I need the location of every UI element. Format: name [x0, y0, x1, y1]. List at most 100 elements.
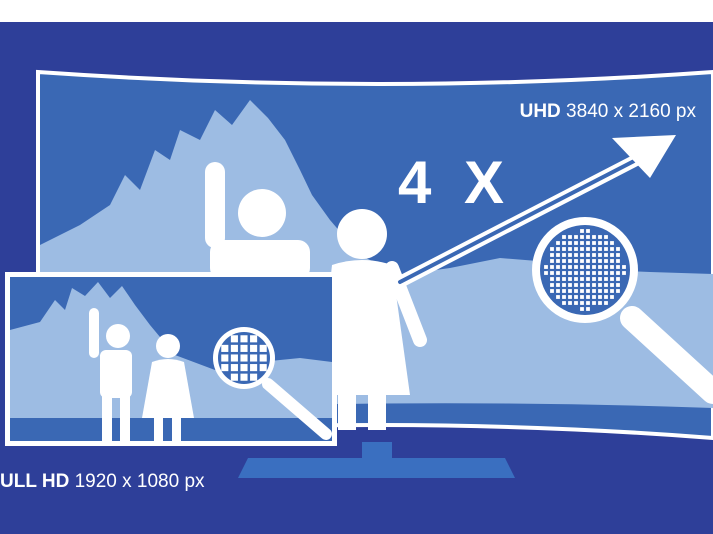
pixel-cell: [586, 277, 590, 281]
pixel-cell: [568, 301, 572, 305]
pixel-cell: [568, 265, 572, 269]
pixel-cell: [230, 354, 238, 362]
pixel-cell: [550, 289, 554, 293]
pixel-cell: [574, 253, 578, 257]
pixel-cell: [616, 259, 620, 263]
pixel-cell: [574, 295, 578, 299]
pixel-cell: [610, 241, 614, 245]
pixel-cell: [574, 235, 578, 239]
pixel-cell: [221, 344, 229, 352]
pixel-cell: [562, 277, 566, 281]
pixel-cell: [604, 277, 608, 281]
pixel-cell: [230, 373, 238, 381]
pixel-cell: [598, 289, 602, 293]
pixel-cell: [544, 265, 548, 269]
pixel-cell: [616, 247, 620, 251]
pixel-cell: [259, 364, 267, 372]
pixel-cell: [604, 235, 608, 239]
pixel-cell: [550, 283, 554, 287]
pixel-cell: [574, 289, 578, 293]
pixel-cell: [562, 235, 566, 239]
pixel-cell: [240, 373, 248, 381]
pixel-cell: [580, 265, 584, 269]
pixel-cell: [616, 289, 620, 293]
pixel-cell: [592, 289, 596, 293]
pixel-cell: [586, 295, 590, 299]
pixel-cell: [550, 271, 554, 275]
pixel-cell: [598, 247, 602, 251]
pixel-cell: [580, 241, 584, 245]
pixel-cell: [259, 344, 267, 352]
pixel-cell: [580, 277, 584, 281]
pixel-cell: [604, 259, 608, 263]
pixel-cell: [580, 283, 584, 287]
pixel-cell: [574, 301, 578, 305]
pixel-cell: [230, 364, 238, 372]
pixel-cell: [592, 247, 596, 251]
pixel-cell: [250, 364, 258, 372]
pixel-cell: [580, 295, 584, 299]
pixel-cell: [568, 235, 572, 239]
pixel-cell: [574, 277, 578, 281]
pixel-cell: [604, 265, 608, 269]
pixel-cell: [544, 271, 548, 275]
pixel-cell: [592, 259, 596, 263]
pixel-cell: [574, 241, 578, 245]
pixel-cell: [221, 364, 229, 372]
pixel-cell: [610, 259, 614, 263]
pixel-cell: [580, 235, 584, 239]
pixel-cell: [586, 247, 590, 251]
pixel-cell: [592, 301, 596, 305]
pixel-cell: [586, 241, 590, 245]
pixel-cell: [580, 259, 584, 263]
pixel-cell: [610, 295, 614, 299]
pixel-cell: [598, 265, 602, 269]
pixel-cell: [556, 289, 560, 293]
pixel-cell: [592, 235, 596, 239]
pixel-cell: [574, 247, 578, 251]
pixel-cell: [562, 247, 566, 251]
fullhd-resolution-label: ULL HD 1920 x 1080 px: [0, 471, 205, 492]
pixel-cell: [604, 283, 608, 287]
pixel-cell: [574, 271, 578, 275]
pixel-cell: [230, 335, 238, 343]
pixel-cell: [221, 354, 229, 362]
pixel-cell: [616, 277, 620, 281]
pixel-cell: [568, 259, 572, 263]
pixel-cell: [550, 247, 554, 251]
fullhd-person-icon: [89, 308, 132, 442]
pixel-cell: [586, 271, 590, 275]
pixel-cell: [259, 354, 267, 362]
pixel-cell: [240, 344, 248, 352]
pixel-cell: [598, 259, 602, 263]
pixel-cell: [250, 344, 258, 352]
pixel-cell: [592, 265, 596, 269]
pixel-cell: [598, 295, 602, 299]
fullhd-woman-icon: [142, 334, 194, 444]
pixel-cell: [556, 241, 560, 245]
pixel-cell: [616, 271, 620, 275]
pixel-cell: [604, 271, 608, 275]
pixel-cell: [580, 271, 584, 275]
pixel-cell: [250, 373, 258, 381]
pixel-cell: [568, 295, 572, 299]
pixel-cell: [574, 265, 578, 269]
pixel-cell: [556, 265, 560, 269]
pixel-cell: [586, 265, 590, 269]
pixel-cell: [556, 283, 560, 287]
fullhd-magnifier-icon: [213, 327, 332, 440]
pixel-cell: [550, 265, 554, 269]
pixel-cell: [580, 247, 584, 251]
pixel-cell: [598, 277, 602, 281]
pixel-cell: [580, 301, 584, 305]
pixel-cell: [604, 247, 608, 251]
pixel-cell: [550, 259, 554, 263]
pixel-cell: [610, 277, 614, 281]
pixel-cell: [610, 289, 614, 293]
pixel-cell: [240, 354, 248, 362]
pixel-cell: [580, 229, 584, 233]
pixel-cell: [562, 289, 566, 293]
pixel-cell: [580, 307, 584, 311]
pixel-cell: [562, 295, 566, 299]
pixel-cell: [610, 247, 614, 251]
